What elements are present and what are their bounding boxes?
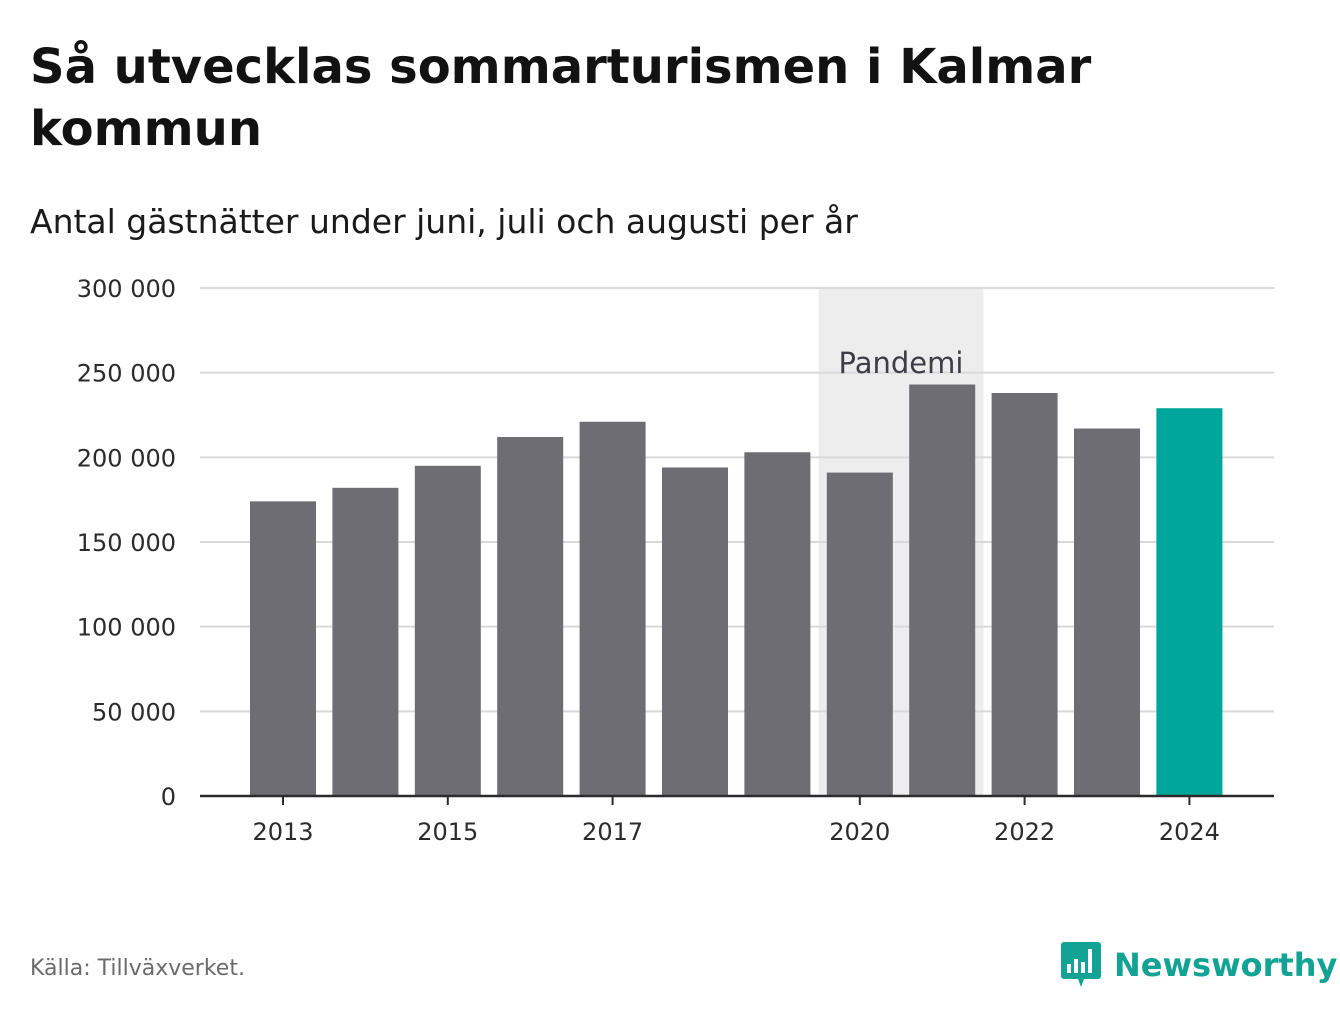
brand-name: Newsworthy [1114,946,1338,984]
newsworthy-logo-icon [1061,942,1101,987]
source-note: Källa: Tillväxverket. [30,956,245,981]
x-tick-label: 2020 [829,818,890,846]
bar-2017 [579,421,646,796]
bar-2022 [991,392,1058,796]
bar-2020 [826,472,893,796]
brand-logo: Newsworthy [1060,940,1337,990]
pandemic-label: Pandemi [839,346,964,380]
x-tick-label: 2017 [582,818,643,846]
bar-2023 [1074,428,1140,796]
bar-2018 [662,467,728,796]
bar-2024 [1156,408,1223,796]
bar-2015 [414,465,481,796]
chart-title: Så utvecklas sommarturismen i Kalmar kom… [30,39,1092,157]
y-tick-label: 200 000 [77,444,176,472]
y-tick-label: 50 000 [92,698,176,726]
x-tick-label: 2015 [417,818,478,846]
bars [250,384,1223,796]
bar-2013 [250,501,316,796]
x-tick-label: 2024 [1159,818,1220,846]
y-tick-label: 0 [161,783,176,811]
y-tick-label: 100 000 [77,614,176,642]
bar-2021 [909,384,976,796]
y-tick-label: 250 000 [77,360,176,388]
x-tick-labels: 2013 2015 2017 2020 2022 2024 [252,818,1219,846]
x-tick-label: 2013 [252,818,313,846]
bar-2019 [744,452,811,796]
x-tick-label: 2022 [994,818,1055,846]
chart-subtitle: Antal gästnätter under juni, juli och au… [30,202,858,241]
bar-2016 [497,437,564,796]
y-tick-label: 150 000 [77,529,176,557]
y-tick-labels: 0 50 000 100 000 150 000 200 000 250 000 300 0… [77,275,176,811]
bar-chart: 0 50 000 100 000 150 000 200 000 250 000 300 0… [77,275,1274,846]
x-axis [200,794,1274,805]
y-tick-label: 300 000 [77,275,176,303]
bar-2014 [332,487,399,796]
